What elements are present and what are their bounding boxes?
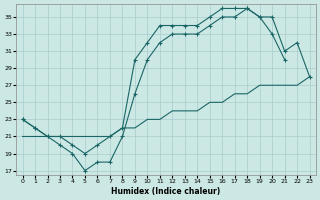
X-axis label: Humidex (Indice chaleur): Humidex (Indice chaleur) <box>111 187 221 196</box>
